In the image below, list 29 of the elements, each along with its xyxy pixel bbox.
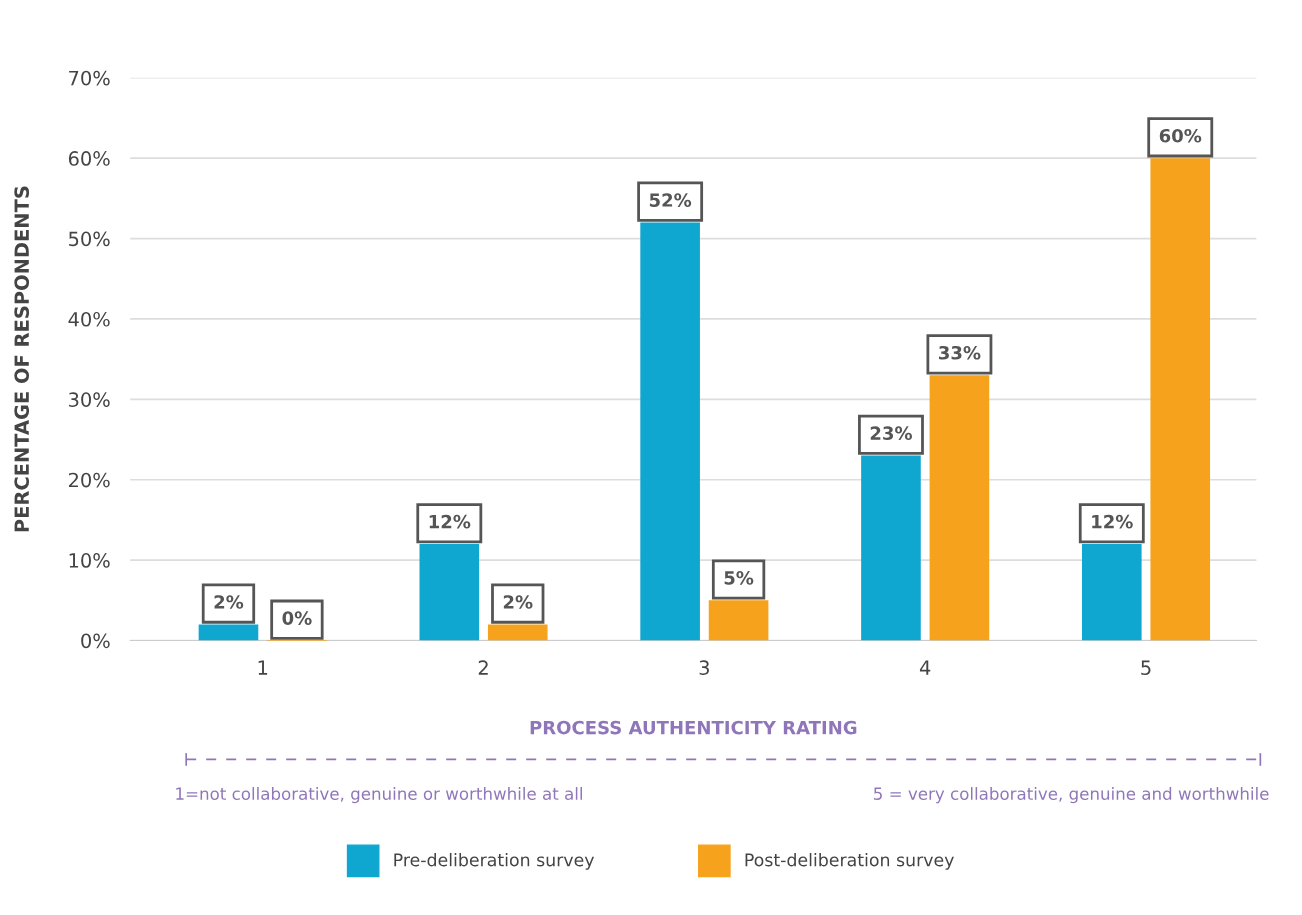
y-tick-label: 30% <box>69 392 110 407</box>
data-label: 2% <box>503 595 533 609</box>
y-tick-label: 50% <box>69 231 110 247</box>
x-tick-label: 2 <box>478 660 488 675</box>
y-tick-label: 20% <box>68 472 110 488</box>
y-tick-label: 10% <box>69 553 110 568</box>
y-axis-title: PERCENTAGE OF RESPONDENTS <box>14 186 30 532</box>
y-tick-label: 40% <box>68 311 110 327</box>
data-label: 5% <box>724 571 754 585</box>
text: 1=not collaborative, genuine or worthwhile at all <box>176 787 582 804</box>
y-tick-label: 0% <box>81 633 110 649</box>
x-tick-label: 1 <box>258 660 268 675</box>
data-label: 12% <box>1092 514 1133 529</box>
text: 5 = very collaborative, genuine and worthwhile <box>874 787 1269 804</box>
x-tick-label: 5 <box>1141 660 1151 675</box>
legend-label: Pre-deliberation survey <box>394 852 595 870</box>
y-tick-label: 70% <box>69 70 110 86</box>
data-label: 23% <box>870 426 912 441</box>
data-label: 60% <box>1159 128 1202 143</box>
legend-label: Post-deliberation survey <box>745 852 954 870</box>
x-tick-label: 4 <box>919 660 931 675</box>
data-label: 33% <box>939 345 981 360</box>
data-label: 0% <box>282 611 312 625</box>
x-tick-label: 3 <box>699 660 709 675</box>
data-label: 12% <box>429 514 471 529</box>
y-tick-label: 60% <box>68 151 110 166</box>
data-label: 2% <box>214 595 244 609</box>
x-axis-title: PROCESS AUTHENTICITY RATING <box>530 720 857 735</box>
data-label: 52% <box>649 193 692 207</box>
